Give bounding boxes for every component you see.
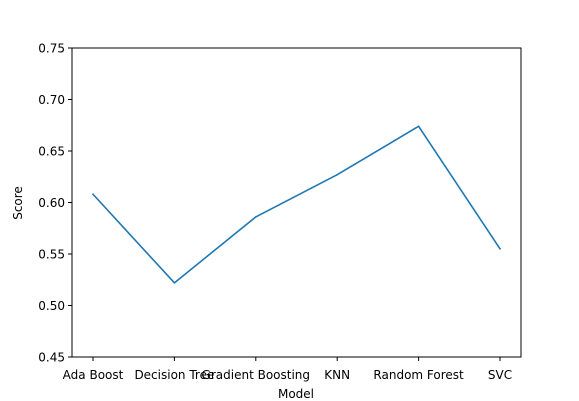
y-tick-label: 0.70: [38, 93, 65, 107]
x-tick-label: SVC: [488, 368, 512, 382]
y-tick-label: 0.45: [38, 351, 65, 365]
x-tick-label: Random Forest: [373, 368, 464, 382]
series-line: [92, 125, 501, 284]
x-tick-label: Gradient Boosting: [202, 368, 310, 382]
data-point: [499, 248, 501, 250]
y-tick-label: 0.65: [38, 145, 65, 159]
x-axis-label: Model: [278, 387, 314, 401]
x-tick-label: Decision Tree: [134, 368, 214, 382]
x-tick-label: KNN: [324, 368, 350, 382]
data-point: [92, 193, 94, 196]
data-point: [417, 125, 420, 128]
y-axis-label: Score: [11, 186, 25, 220]
plot-area-frame: [71, 47, 522, 358]
y-tick-label: 0.60: [38, 196, 65, 210]
y-axis-ticks: 0.45 0.50 0.55 0.60 0.65 0.70 0.75: [38, 42, 72, 365]
data-point: [336, 173, 339, 176]
y-tick-label: 0.55: [38, 248, 65, 262]
y-tick-label: 0.50: [38, 299, 65, 313]
y-tick-label: 0.75: [38, 42, 65, 56]
series-lines: [92, 125, 501, 284]
data-point: [255, 216, 257, 218]
data-point: [173, 282, 176, 284]
x-tick-label: Ada Boost: [63, 368, 124, 382]
